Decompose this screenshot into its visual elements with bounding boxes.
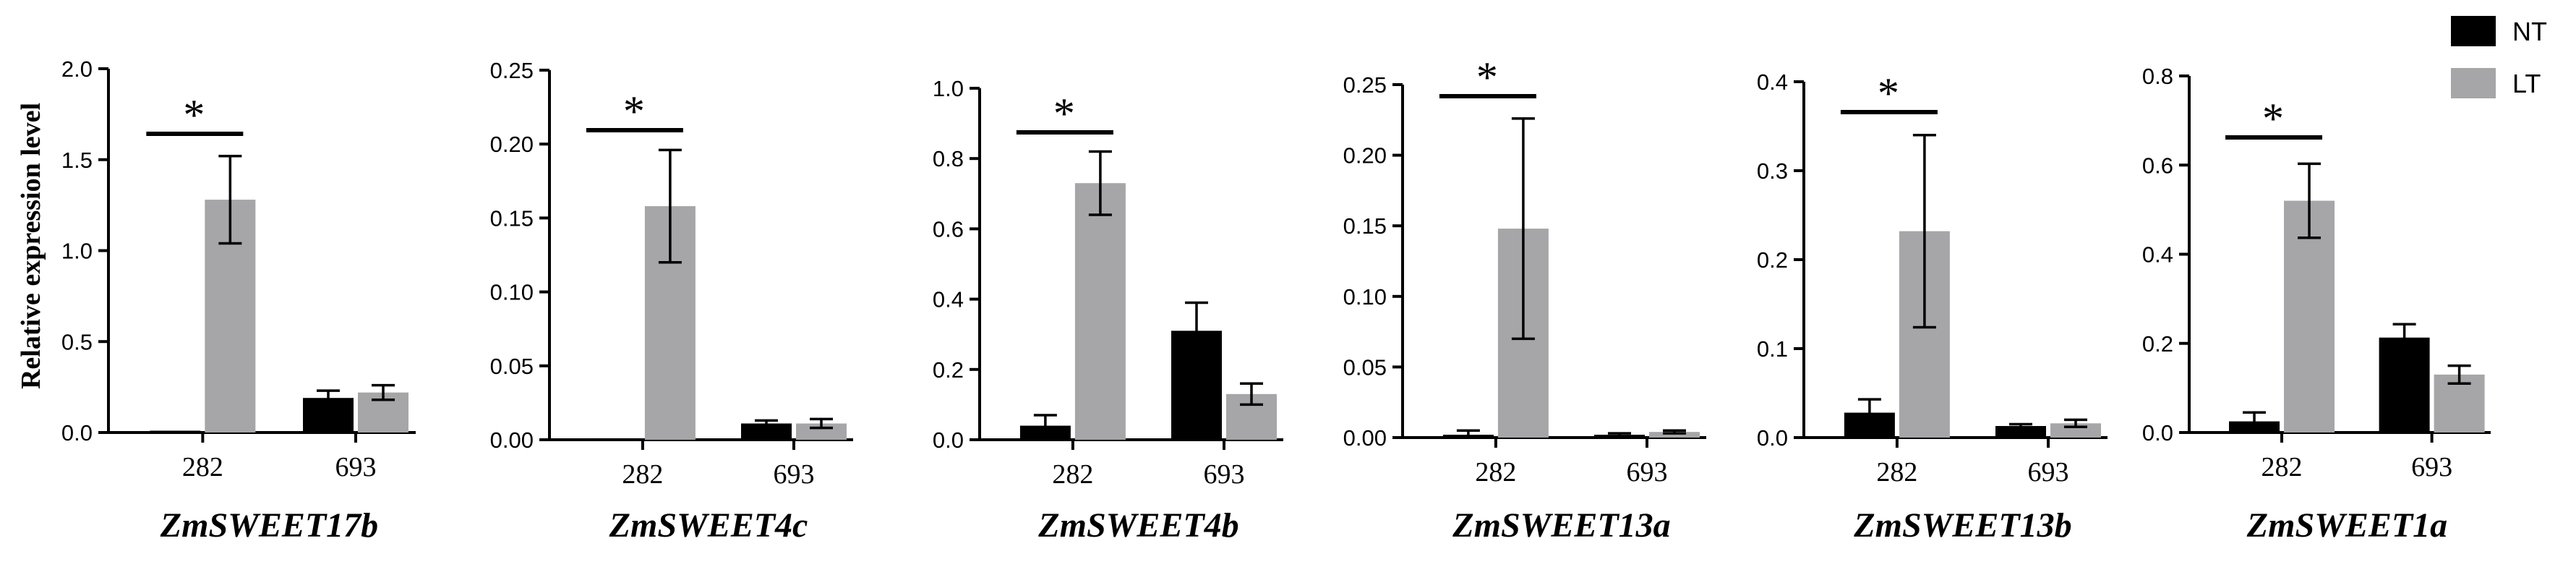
y-tick-label: 0.3 — [1757, 158, 1788, 184]
bar-nt — [2379, 337, 2430, 433]
significance-star: * — [1878, 69, 1899, 117]
y-tick-label: 1.5 — [61, 148, 93, 173]
y-tick-label: 0.00 — [490, 427, 534, 453]
category-label: 282 — [2262, 452, 2303, 482]
y-tick-label: 0.2 — [2142, 331, 2173, 357]
category-label: 282 — [1052, 459, 1093, 490]
bar-lt — [2050, 423, 2101, 438]
y-tick-label: 0.0 — [933, 427, 964, 453]
bar-nt — [150, 430, 201, 433]
bar-lt — [2284, 200, 2335, 433]
chart-panel: 0.0 0.2 0.4 0.6 0.8 282 693 * ZmSWEET1a — [2142, 64, 2491, 545]
chart-panel: 0.00 0.05 0.10 0.15 0.20 0.25 282 693 * ZmSWEET4c — [490, 58, 853, 545]
category-label: 693 — [2411, 452, 2452, 482]
y-tick-label: 0.25 — [490, 58, 534, 83]
category-label: 693 — [1204, 459, 1245, 490]
y-tick-label: 0.10 — [490, 280, 534, 305]
y-tick-label: 2.0 — [61, 56, 93, 82]
chart-panel: 0.0 0.2 0.4 0.6 0.8 1.0 282 693 * ZmSWEET4b — [933, 76, 1283, 545]
panel-title: ZmSWEET4c — [609, 506, 808, 545]
y-tick-label: 0.05 — [490, 354, 534, 379]
y-tick-label: 0.00 — [1343, 425, 1387, 451]
category-label: 693 — [2028, 457, 2069, 487]
y-tick-label: 0.4 — [933, 287, 964, 312]
y-tick-label: 0.10 — [1343, 284, 1387, 310]
y-tick-label: 0.25 — [1343, 72, 1387, 98]
legend-label: NT — [2512, 17, 2547, 46]
legend-swatch-nt — [2451, 16, 2496, 46]
category-label: 693 — [1627, 457, 1668, 487]
y-tick-label: 0.8 — [2142, 64, 2173, 89]
y-tick-label: 0.8 — [933, 146, 964, 171]
y-tick-label: 0.4 — [1757, 69, 1788, 95]
y-tick-label: 0.0 — [61, 420, 93, 446]
bar-lt — [1074, 183, 1126, 440]
y-tick-label: 0.4 — [2142, 242, 2173, 268]
y-axis-label: Relative expression level — [16, 103, 46, 389]
category-label: 282 — [622, 459, 663, 490]
legend-swatch-lt — [2451, 68, 2496, 98]
y-tick-label: 0.1 — [1757, 336, 1788, 362]
y-tick-label: 0.15 — [1343, 213, 1387, 239]
category-label: 282 — [1475, 457, 1516, 487]
y-tick-label: 1.0 — [61, 239, 93, 264]
panel-title: ZmSWEET17b — [160, 506, 378, 545]
bar-lt — [1649, 432, 1700, 438]
bar-nt — [741, 423, 792, 440]
panel-title: ZmSWEET13a — [1452, 506, 1670, 545]
y-tick-label: 0.20 — [1343, 143, 1387, 169]
panel-title: ZmSWEET13b — [1853, 506, 2071, 545]
y-tick-label: 0.2 — [1757, 247, 1788, 273]
legend: NT LT — [2451, 16, 2547, 98]
y-tick-label: 0.05 — [1343, 354, 1387, 380]
significance-star: * — [183, 91, 205, 139]
significance-star: * — [623, 88, 645, 135]
y-tick-label: 0.5 — [61, 329, 93, 354]
y-tick-label: 0.20 — [490, 132, 534, 157]
legend-label: LT — [2512, 69, 2541, 98]
chart-panel: 0.00 0.05 0.10 0.15 0.20 0.25 282 693 * ZmSWEET13… — [1343, 54, 1706, 545]
chart-panels: 0.0 0.5 1.0 1.5 2.0 282 693 * ZmSWEET17b 0.00 0.05… — [61, 54, 2491, 545]
panel-title: ZmSWEET4b — [1037, 506, 1238, 545]
chart-panel: 0.0 0.1 0.2 0.3 0.4 282 693 * ZmSWEET13b — [1757, 69, 2108, 545]
y-tick-label: 0.6 — [2142, 153, 2173, 178]
chart-panel: 0.0 0.5 1.0 1.5 2.0 282 693 * ZmSWEET17b — [61, 56, 416, 545]
bar-lt — [796, 423, 847, 440]
y-tick-label: 0.0 — [2142, 420, 2173, 446]
y-tick-label: 1.0 — [933, 76, 964, 101]
y-tick-label: 0.15 — [490, 205, 534, 231]
category-label: 693 — [774, 459, 815, 490]
y-tick-label: 0.0 — [1757, 425, 1788, 451]
significance-star: * — [1476, 54, 1498, 101]
bar-nt — [1995, 426, 2046, 438]
category-label: 693 — [335, 452, 377, 482]
panel-title: ZmSWEET1a — [2246, 506, 2447, 545]
category-label: 282 — [182, 452, 223, 482]
category-label: 282 — [1876, 457, 1917, 487]
significance-star: * — [2262, 95, 2284, 142]
bar-nt — [589, 438, 641, 440]
y-tick-label: 0.6 — [933, 216, 964, 242]
significance-star: * — [1053, 90, 1075, 137]
y-tick-label: 0.2 — [933, 357, 964, 383]
